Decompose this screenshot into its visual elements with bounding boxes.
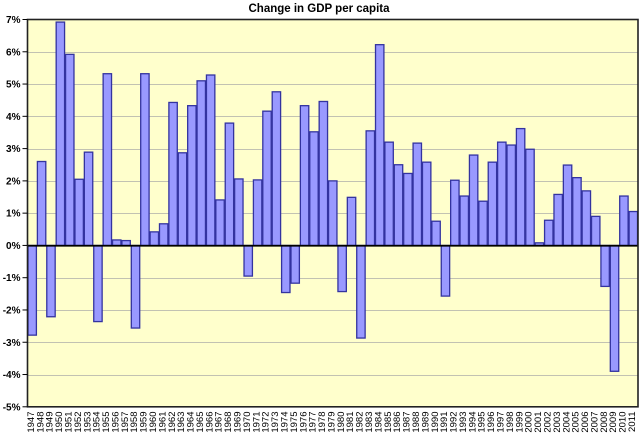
svg-text:1958: 1958 bbox=[129, 412, 140, 433]
svg-text:1982: 1982 bbox=[355, 412, 366, 433]
svg-text:3%: 3% bbox=[6, 144, 21, 155]
svg-text:1992: 1992 bbox=[449, 412, 460, 433]
svg-text:1978: 1978 bbox=[317, 412, 328, 433]
svg-text:1955: 1955 bbox=[101, 412, 112, 433]
svg-text:1965: 1965 bbox=[195, 412, 206, 433]
svg-text:1967: 1967 bbox=[214, 412, 225, 433]
svg-text:-3%: -3% bbox=[3, 338, 21, 349]
svg-text:2004: 2004 bbox=[561, 412, 572, 433]
svg-text:2002: 2002 bbox=[542, 412, 553, 433]
svg-text:1948: 1948 bbox=[35, 412, 46, 433]
svg-text:1987: 1987 bbox=[402, 412, 413, 433]
svg-text:2003: 2003 bbox=[552, 412, 563, 433]
svg-text:6%: 6% bbox=[6, 47, 21, 58]
svg-text:Change in GDP per capita: Change in GDP per capita bbox=[248, 3, 390, 15]
svg-text:1994: 1994 bbox=[467, 412, 478, 433]
svg-text:1985: 1985 bbox=[383, 412, 394, 433]
svg-text:1983: 1983 bbox=[364, 412, 375, 433]
svg-text:1947: 1947 bbox=[26, 412, 37, 433]
svg-text:1966: 1966 bbox=[204, 412, 215, 433]
svg-text:1963: 1963 bbox=[176, 412, 187, 433]
svg-text:1997: 1997 bbox=[496, 412, 507, 433]
svg-text:2%: 2% bbox=[6, 176, 21, 187]
svg-text:1960: 1960 bbox=[148, 412, 159, 433]
svg-text:1980: 1980 bbox=[336, 412, 347, 433]
svg-text:1951: 1951 bbox=[63, 412, 74, 433]
svg-text:1977: 1977 bbox=[308, 412, 319, 433]
svg-text:2009: 2009 bbox=[608, 412, 619, 433]
svg-text:1957: 1957 bbox=[120, 412, 131, 433]
svg-text:2010: 2010 bbox=[618, 412, 629, 433]
svg-text:1949: 1949 bbox=[45, 412, 56, 433]
svg-text:1974: 1974 bbox=[279, 412, 290, 433]
svg-text:-4%: -4% bbox=[3, 370, 21, 381]
svg-text:2007: 2007 bbox=[589, 412, 600, 433]
svg-text:1964: 1964 bbox=[186, 412, 197, 433]
svg-text:2001: 2001 bbox=[533, 412, 544, 433]
svg-text:1986: 1986 bbox=[392, 412, 403, 433]
svg-text:1973: 1973 bbox=[270, 412, 281, 433]
svg-text:-1%: -1% bbox=[3, 273, 21, 284]
svg-text:1990: 1990 bbox=[430, 412, 441, 433]
svg-text:1999: 1999 bbox=[514, 412, 525, 433]
svg-text:1953: 1953 bbox=[82, 412, 93, 433]
svg-text:1956: 1956 bbox=[110, 412, 121, 433]
svg-text:1979: 1979 bbox=[326, 412, 337, 433]
svg-text:2000: 2000 bbox=[524, 412, 535, 433]
svg-text:2008: 2008 bbox=[599, 412, 610, 433]
svg-text:1959: 1959 bbox=[139, 412, 150, 433]
svg-text:1984: 1984 bbox=[373, 412, 384, 433]
svg-text:1993: 1993 bbox=[458, 412, 469, 433]
svg-text:1995: 1995 bbox=[477, 412, 488, 433]
svg-text:-5%: -5% bbox=[3, 402, 21, 413]
svg-text:1970: 1970 bbox=[242, 412, 253, 433]
svg-text:1989: 1989 bbox=[420, 412, 431, 433]
svg-text:1988: 1988 bbox=[411, 412, 422, 433]
svg-text:1969: 1969 bbox=[233, 412, 244, 433]
svg-text:1976: 1976 bbox=[298, 412, 309, 433]
svg-text:1971: 1971 bbox=[251, 412, 262, 433]
svg-text:4%: 4% bbox=[6, 112, 21, 123]
svg-text:1975: 1975 bbox=[289, 412, 300, 433]
svg-text:1954: 1954 bbox=[92, 412, 103, 433]
svg-text:2011: 2011 bbox=[627, 412, 638, 432]
svg-text:1998: 1998 bbox=[505, 412, 516, 433]
svg-text:1996: 1996 bbox=[486, 412, 497, 433]
svg-text:1968: 1968 bbox=[223, 412, 234, 433]
svg-text:1981: 1981 bbox=[345, 412, 356, 433]
svg-text:1991: 1991 bbox=[439, 412, 450, 433]
svg-text:-2%: -2% bbox=[3, 305, 21, 316]
svg-text:5%: 5% bbox=[6, 80, 21, 91]
svg-text:1952: 1952 bbox=[73, 412, 84, 433]
svg-text:1962: 1962 bbox=[167, 412, 178, 433]
svg-text:1961: 1961 bbox=[157, 412, 168, 433]
svg-text:1950: 1950 bbox=[54, 412, 65, 433]
svg-text:2005: 2005 bbox=[571, 412, 582, 433]
svg-text:0%: 0% bbox=[6, 241, 21, 252]
svg-text:2006: 2006 bbox=[580, 412, 591, 433]
svg-text:1%: 1% bbox=[6, 209, 21, 220]
svg-text:7%: 7% bbox=[6, 15, 21, 26]
svg-text:1972: 1972 bbox=[261, 412, 272, 433]
